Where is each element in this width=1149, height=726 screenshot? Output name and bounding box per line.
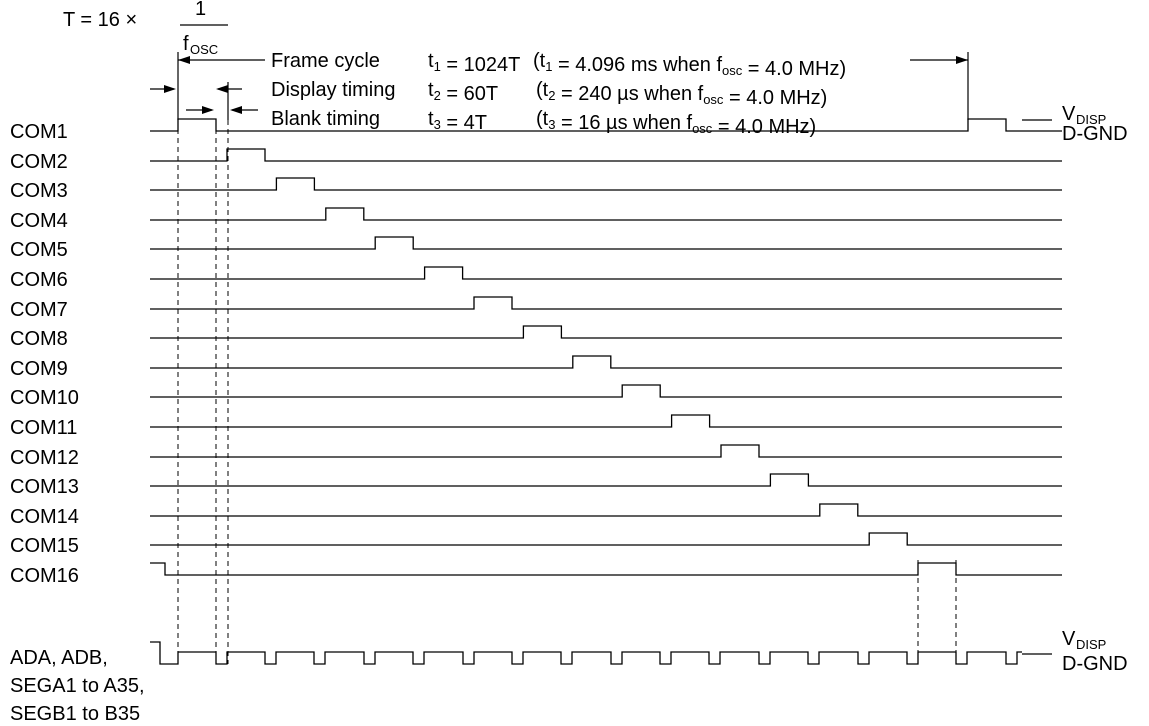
com-wave-11: [150, 414, 1062, 428]
formula-numerator: 1: [195, 0, 206, 20]
param-t3: t3 = 4T: [428, 108, 487, 134]
com-wave-5: [150, 236, 1062, 250]
seg-label-1: ADA, ADB,: [10, 647, 108, 669]
param-t1-note: (t1 = 4.096 ms when fosc = 4.0 MHz): [533, 50, 846, 80]
vdisp-sub-top: DISP: [1076, 112, 1106, 127]
com-wave-10: [150, 384, 1062, 398]
timing-guides: [177, 120, 957, 664]
com-wave-15: [150, 532, 1062, 546]
vdisp-label-top: V: [1062, 103, 1076, 125]
seg-label-3: SEGB1 to B35: [10, 703, 140, 725]
com-label-3: COM3: [10, 180, 68, 202]
com-wave-7: [150, 296, 1062, 310]
display-timing-label: Display timing: [271, 79, 395, 101]
com-wave-6: [150, 266, 1062, 280]
formula-denominator-sub: OSC: [190, 42, 218, 57]
com-label-7: COM7: [10, 299, 68, 321]
com-labels: COM1 COM2 COM3 COM4 COM5 COM6 COM7 COM8 COM9 COM1…: [10, 121, 79, 587]
com-label-4: COM4: [10, 210, 68, 232]
com-wave-3: [150, 177, 1062, 191]
blank-timing-label: Blank timing: [271, 108, 380, 130]
seg-wave-line: [150, 641, 1022, 665]
com-label-13: COM13: [10, 476, 79, 498]
com-wave-2: [150, 148, 1062, 162]
com-wave-9: [150, 355, 1062, 369]
param-t2-note: (t2 = 240 µs when fosc = 4.0 MHz): [536, 79, 827, 109]
period-formula: T = 16 × 1 f OSC: [63, 0, 228, 57]
com-label-1: COM1: [10, 121, 68, 143]
com-wave-13: [150, 473, 1062, 487]
vdisp-label-bottom: V: [1062, 628, 1076, 650]
param-t1: t1 = 1024T: [428, 50, 520, 76]
dgnd-label-bottom: D-GND: [1062, 653, 1128, 675]
com-wave-1: [150, 118, 1062, 132]
formula-denominator: f: [183, 33, 189, 55]
com-label-8: COM8: [10, 328, 68, 350]
com-label-2: COM2: [10, 151, 68, 173]
com-wave-16: [150, 562, 1062, 576]
com-wave-8: [150, 325, 1062, 339]
com-label-5: COM5: [10, 239, 68, 261]
com-label-9: COM9: [10, 358, 68, 380]
com-wave-12: [150, 444, 1062, 458]
param-t2: t2 = 60T: [428, 79, 498, 105]
level-labels-com: V DISP D-GND: [1022, 103, 1128, 145]
dimension-arrows: [150, 52, 969, 120]
com-wave-4: [150, 207, 1062, 221]
com-label-12: COM12: [10, 447, 79, 469]
formula-lhs: T = 16 ×: [63, 9, 137, 31]
com-label-11: COM11: [10, 417, 77, 439]
level-labels-seg: V DISP D-GND: [1022, 628, 1128, 675]
timing-parameters: t1 = 1024T (t1 = 4.096 ms when fosc = 4.0…: [428, 50, 846, 138]
vdisp-sub-bottom: DISP: [1076, 637, 1106, 652]
dgnd-label-top: D-GND: [1062, 123, 1128, 145]
param-t3-note: (t3 = 16 µs when fosc = 4.0 MHz): [536, 108, 816, 138]
com-wave-14: [150, 503, 1062, 517]
segment-waveform: [150, 641, 1022, 665]
com-label-10: COM10: [10, 387, 79, 409]
com-label-16: COM16: [10, 565, 79, 587]
com-label-6: COM6: [10, 269, 68, 291]
seg-label-2: SEGA1 to A35,: [10, 675, 145, 697]
com-label-15: COM15: [10, 535, 79, 557]
com-waveforms: [150, 118, 1062, 576]
com-label-14: COM14: [10, 506, 79, 528]
frame-cycle-label: Frame cycle: [271, 50, 380, 72]
